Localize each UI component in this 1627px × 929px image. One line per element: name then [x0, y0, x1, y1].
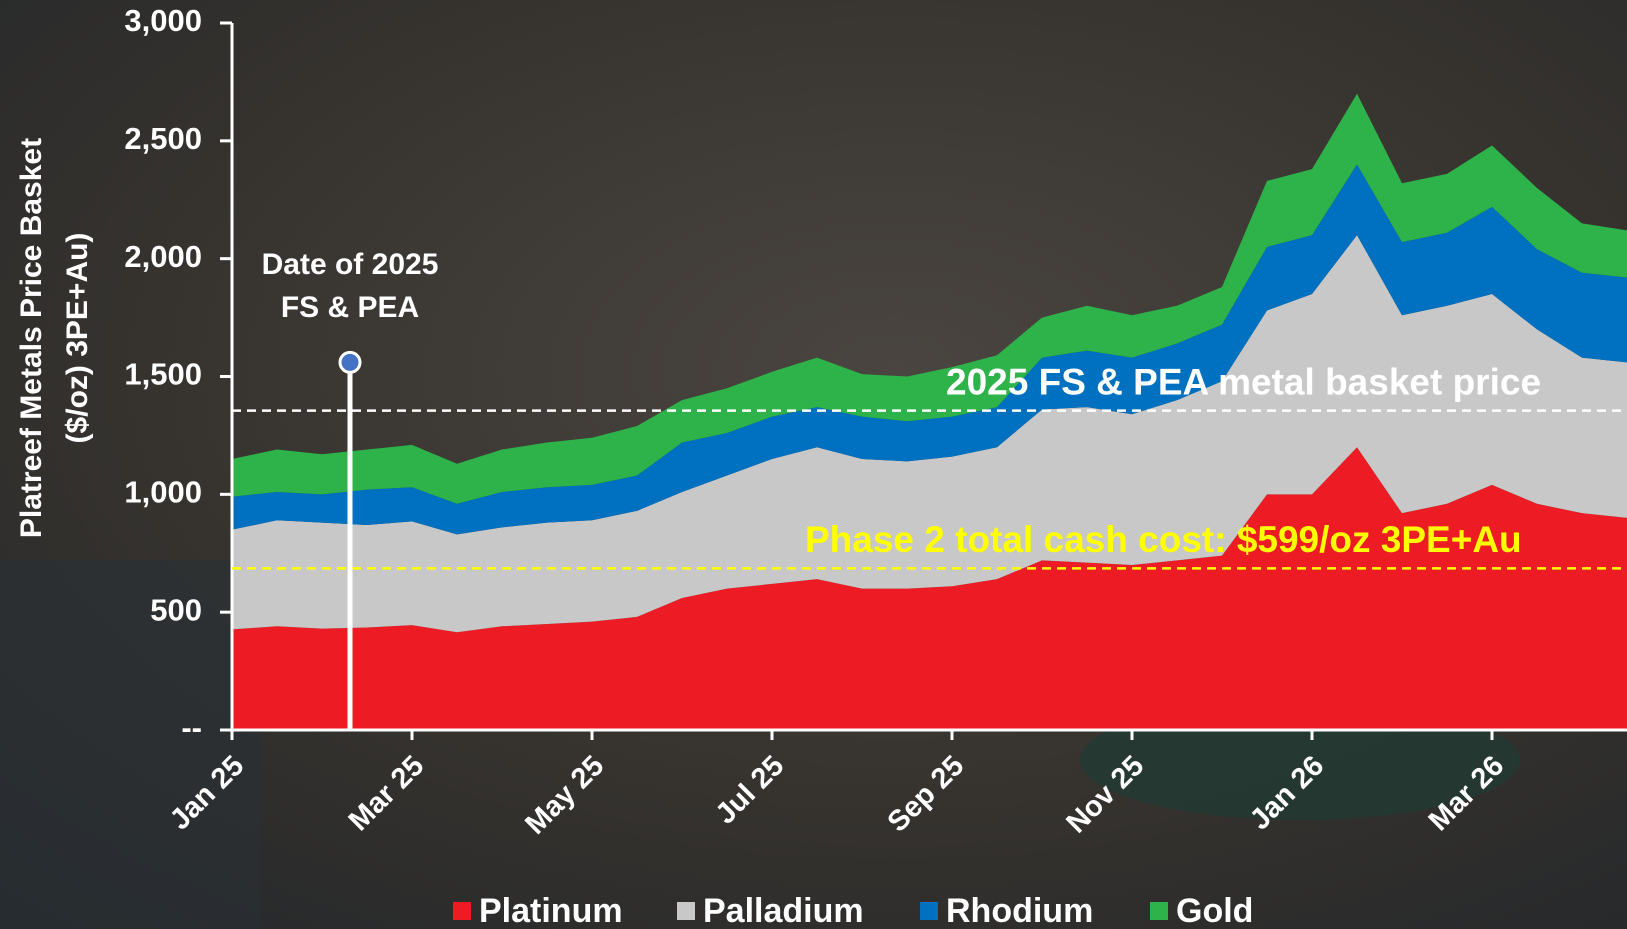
area: [232, 164, 1627, 535]
legend-label: Platinum: [479, 892, 623, 929]
legend-swatch: [1150, 902, 1168, 920]
legend-swatch: [920, 902, 938, 920]
y-tick-label: 3,000: [124, 3, 202, 38]
y-axis-label: ($/oz) 3PE+Au): [61, 233, 94, 444]
y-tick-label: 1,500: [124, 357, 202, 392]
legend-label: Gold: [1176, 892, 1253, 929]
area: [232, 93, 1627, 504]
area: [232, 235, 1627, 633]
reference-label: 2025 FS & PEA metal basket price: [946, 361, 1541, 402]
legend-label: Rhodium: [946, 892, 1093, 929]
area: [232, 447, 1627, 730]
y-tick-label: 2,500: [124, 121, 202, 156]
y-tick-label: --: [181, 710, 202, 745]
marker-dot: [338, 350, 362, 374]
marker-label: FS & PEA: [281, 291, 419, 324]
legend-label: Palladium: [703, 892, 864, 929]
legend-swatch: [677, 902, 695, 920]
reference-label: Phase 2 total cash cost: $599/oz 3PE+Au: [805, 519, 1522, 560]
y-tick-label: 500: [150, 592, 202, 627]
background-shade: [0, 560, 260, 929]
y-tick-label: 1,000: [124, 475, 202, 510]
marker-label: Date of 2025: [262, 248, 439, 281]
y-axis-label: Platreef Metals Price Basket: [15, 138, 48, 538]
legend-swatch: [453, 902, 471, 920]
y-tick-label: 2,000: [124, 239, 202, 274]
